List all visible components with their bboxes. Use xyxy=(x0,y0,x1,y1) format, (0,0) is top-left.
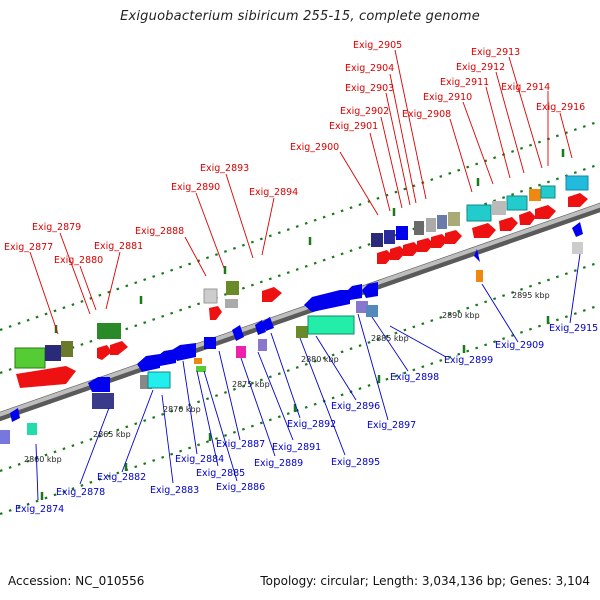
gene-label-exig-2879: Exig_2879 xyxy=(32,222,81,233)
gene-block-2910[interactable] xyxy=(466,175,589,238)
genome-summary-text: Topology: circular; Length: 3,034,136 bp… xyxy=(260,574,590,588)
bottom-leader-lines xyxy=(35,253,581,501)
kbp-label: 2885 kbp xyxy=(371,334,409,343)
gene-block-2909[interactable] xyxy=(474,249,483,282)
gene-block-2882[interactable] xyxy=(137,337,216,389)
gene-label-exig-2891: Exig_2891 xyxy=(272,442,321,453)
bottom-gene-labels: Exig_2874 Exig_2878 Exig_2882 Exig_2883 … xyxy=(15,323,598,515)
gene-label-exig-2905: Exig_2905 xyxy=(353,40,402,51)
gene-label-exig-2893: Exig_2893 xyxy=(200,163,249,174)
accession-text: Accession: NC_010556 xyxy=(8,574,145,588)
gene-block-2880[interactable] xyxy=(97,323,128,360)
gene-label-exig-2898: Exig_2898 xyxy=(390,372,439,383)
gene-label-exig-2908: Exig_2908 xyxy=(402,109,451,120)
kbp-labels: 2860 kbp 2865 kbp 2870 kbp 2875 kbp 2880… xyxy=(24,291,550,464)
gene-label-exig-2881: Exig_2881 xyxy=(94,241,143,252)
gene-label-exig-2895: Exig_2895 xyxy=(331,457,380,468)
gene-block-2901[interactable] xyxy=(371,212,462,264)
gene-label-exig-2896: Exig_2896 xyxy=(331,401,380,412)
gene-label-exig-2903: Exig_2903 xyxy=(345,83,394,94)
gene-block-2915[interactable] xyxy=(572,222,583,254)
reverse-strand-genes xyxy=(0,222,583,444)
gene-label-exig-2894: Exig_2894 xyxy=(249,187,298,198)
gene-label-exig-2878: Exig_2878 xyxy=(56,487,105,498)
gene-label-exig-2909: Exig_2909 xyxy=(495,340,544,351)
kbp-label: 2890 kbp xyxy=(442,311,480,320)
gene-label-exig-2910: Exig_2910 xyxy=(423,92,472,103)
gene-label-exig-2883: Exig_2883 xyxy=(150,485,199,496)
gene-label-exig-2890: Exig_2890 xyxy=(171,182,220,193)
top-gene-labels: Exig_2877 Exig_2879 Exig_2880 Exig_2881 … xyxy=(4,40,585,266)
gene-label-exig-2882: Exig_2882 xyxy=(97,472,146,483)
forward-strand-genes xyxy=(14,175,589,388)
kbp-label: 2880 kbp xyxy=(301,355,339,364)
gene-label-exig-2897: Exig_2897 xyxy=(367,420,416,431)
kbp-label: 2895 kbp xyxy=(512,291,550,300)
scale-ticks xyxy=(40,149,565,500)
gene-label-exig-2899: Exig_2899 xyxy=(444,355,493,366)
gene-label-exig-2874: Exig_2874 xyxy=(15,504,64,515)
gene-label-exig-2914: Exig_2914 xyxy=(501,82,550,93)
gene-label-exig-2889: Exig_2889 xyxy=(254,458,303,469)
gene-block-2878[interactable] xyxy=(88,377,114,409)
gene-label-exig-2877: Exig_2877 xyxy=(4,242,53,253)
gene-label-exig-2900: Exig_2900 xyxy=(290,142,339,153)
gene-block-2887[interactable] xyxy=(232,317,274,358)
kbp-label: 2870 kbp xyxy=(163,405,201,414)
gene-label-exig-2892: Exig_2892 xyxy=(287,419,336,430)
strand-guides xyxy=(0,119,600,516)
kbp-label: 2865 kbp xyxy=(93,430,131,439)
gene-block-2895[interactable] xyxy=(296,282,378,338)
top-leader-lines xyxy=(29,49,573,335)
gene-label-exig-2912: Exig_2912 xyxy=(456,62,505,73)
gene-label-exig-2885: Exig_2885 xyxy=(196,468,245,479)
gene-label-exig-2887: Exig_2887 xyxy=(216,439,265,450)
gene-label-exig-2913: Exig_2913 xyxy=(471,47,520,58)
gene-block-2890[interactable] xyxy=(203,281,282,320)
kbp-label: 2875 kbp xyxy=(232,380,270,389)
gene-label-exig-2911: Exig_2911 xyxy=(440,77,489,88)
gene-label-exig-2880: Exig_2880 xyxy=(54,255,103,266)
gene-label-exig-2915: Exig_2915 xyxy=(549,323,598,334)
map-title: Exiguobacterium sibiricum 255-15, comple… xyxy=(120,9,480,24)
kbp-label: 2860 kbp xyxy=(24,455,62,464)
gene-label-exig-2884: Exig_2884 xyxy=(175,454,224,465)
gene-label-exig-2904: Exig_2904 xyxy=(345,63,394,74)
gene-block-2877[interactable] xyxy=(14,341,76,388)
gene-label-exig-2916: Exig_2916 xyxy=(536,102,585,113)
gene-label-exig-2886: Exig_2886 xyxy=(216,482,265,493)
gene-label-exig-2888: Exig_2888 xyxy=(135,226,184,237)
gene-label-exig-2902: Exig_2902 xyxy=(340,106,389,117)
gene-label-exig-2901: Exig_2901 xyxy=(329,121,378,132)
gene-block-2874[interactable] xyxy=(0,408,37,444)
